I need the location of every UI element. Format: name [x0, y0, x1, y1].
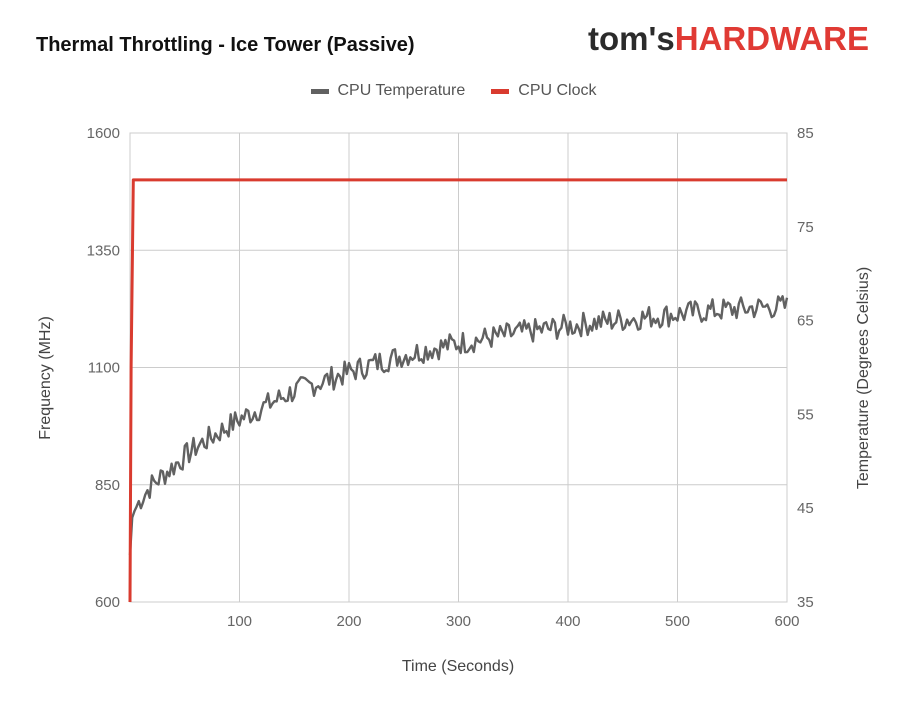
series-line-clock: [128, 178, 787, 603]
x-tick-label: 300: [446, 613, 471, 630]
x-axis-title: Time (Seconds): [402, 658, 514, 675]
y-left-tick-label: 600: [95, 594, 120, 611]
series-line-temperature: [128, 295, 789, 556]
x-tick-label: 500: [665, 613, 690, 630]
legend-item-temperature[interactable]: CPU Temperature: [310, 82, 466, 100]
legend-swatch-temperature: [310, 88, 329, 94]
y-right-tick-label: 35: [797, 594, 814, 611]
y-right-tick-label: 65: [797, 313, 814, 330]
y-left-tick-label: 850: [95, 477, 120, 494]
x-tick-label: 100: [227, 613, 252, 630]
y-left-tick-label: 1350: [87, 242, 120, 259]
x-tick-label: 400: [555, 613, 580, 630]
y-right-tick-label: 55: [797, 406, 814, 423]
x-tick-label: 200: [336, 613, 361, 630]
y-right-tick-label: 85: [797, 125, 814, 142]
y-right-tick-label: 75: [797, 219, 814, 236]
x-tick-label: 600: [774, 613, 799, 630]
legend: CPU Temperature CPU Clock: [0, 82, 907, 100]
y-axis-left-title: Frequency (MHz): [37, 316, 54, 440]
y-right-tick-label: 45: [797, 500, 814, 517]
legend-item-clock[interactable]: CPU Clock: [491, 82, 597, 100]
y-left-tick-label: 1600: [87, 125, 120, 142]
brand-logo: tom'sHARDWARE: [588, 20, 869, 60]
series-lines: [128, 178, 789, 603]
y-axis-right-title: Temperature (Degrees Celsius): [855, 267, 872, 489]
legend-label-temperature: CPU Temperature: [337, 82, 466, 99]
y-left-tick-label: 1100: [88, 360, 120, 377]
chart-title: Thermal Throttling - Ice Tower (Passive): [36, 34, 415, 56]
grid-lines: [129, 132, 788, 603]
tick-labels: 600 850 1100 1350 1600 100 200 300 400 500 600 35 45…: [87, 125, 814, 630]
brand-logo-part1: tom's: [588, 20, 675, 57]
brand-logo-part2: HARDWARE: [674, 20, 870, 57]
legend-swatch-clock: [491, 88, 510, 94]
legend-label-clock: CPU Clock: [518, 82, 597, 99]
